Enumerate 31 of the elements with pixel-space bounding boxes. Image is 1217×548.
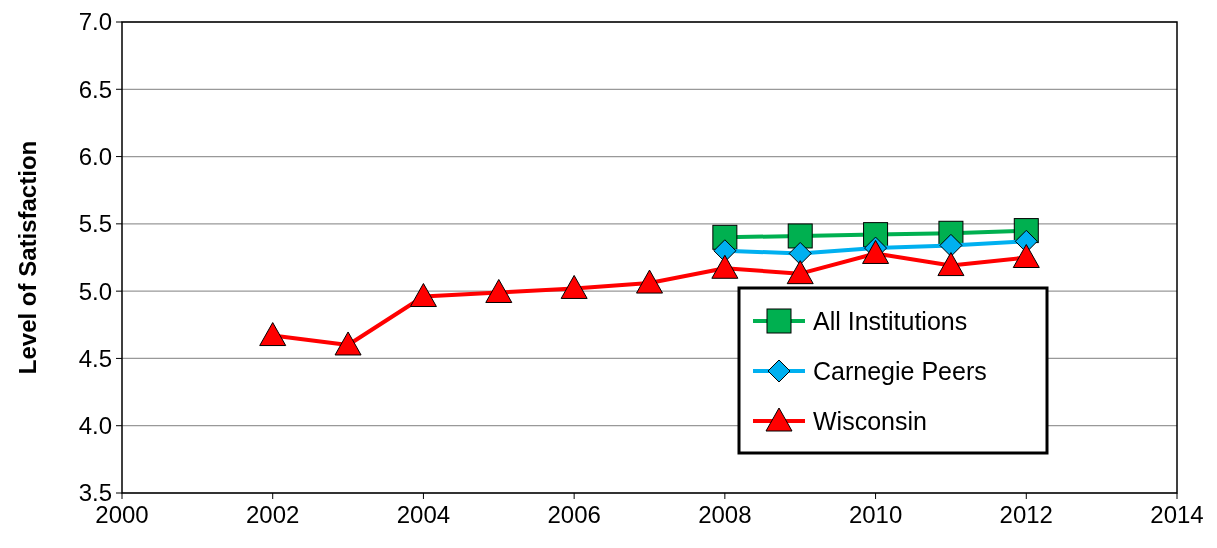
y-tick-label: 6.5 (78, 75, 112, 103)
point (786, 260, 814, 285)
x-tick-label: 2006 (547, 501, 601, 528)
legend-label: All Institutions (813, 306, 968, 335)
x-tick-label: 2010 (848, 501, 903, 528)
legend-label: Carnegie Peers (813, 356, 987, 385)
point (485, 278, 513, 303)
y-tick-label: 4.0 (78, 412, 112, 440)
x-tick-label: 2002 (246, 501, 300, 528)
point (560, 274, 588, 299)
point (937, 252, 965, 277)
x-tick-label: 2014 (1150, 501, 1204, 528)
point (409, 283, 437, 308)
point (787, 223, 813, 249)
y-tick-label: 5.5 (78, 210, 112, 238)
y-tick-label: 6.0 (78, 142, 112, 170)
y-tick-label: 7.0 (78, 8, 112, 36)
y-tick-label: 5.0 (78, 277, 112, 305)
point (788, 241, 812, 265)
x-tick-label: 2008 (698, 501, 752, 528)
y-axis-title: Level of Satisfaction (14, 140, 41, 375)
point (334, 331, 362, 356)
point (636, 269, 663, 294)
point (259, 322, 287, 347)
x-tick-label: 2012 (999, 501, 1053, 528)
x-tick-label: 2004 (396, 501, 451, 528)
point (1012, 244, 1040, 268)
y-tick-label: 4.5 (78, 344, 112, 372)
point (711, 254, 739, 279)
point (939, 233, 963, 257)
legend-label: Wisconsin (813, 406, 927, 435)
